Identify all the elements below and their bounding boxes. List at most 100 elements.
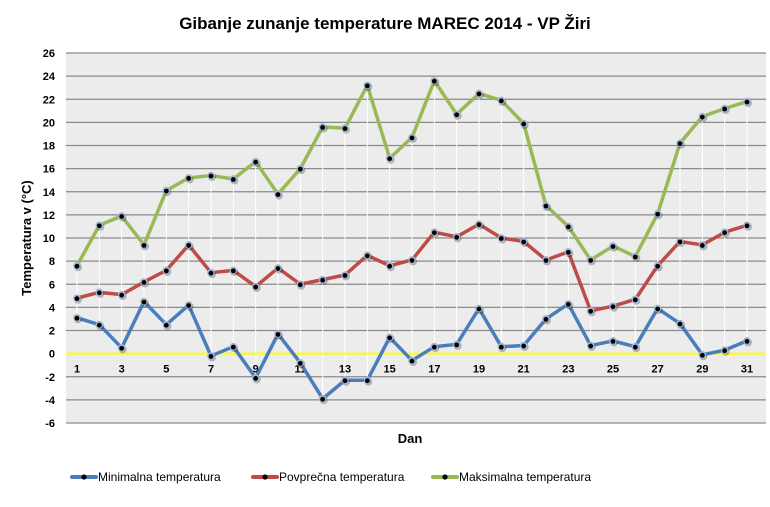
data-point-core [699, 114, 705, 120]
y-tick-label: 8 [49, 256, 55, 268]
legend-marker [262, 474, 268, 480]
data-point-core [521, 239, 527, 245]
x-tick-label: 15 [384, 364, 396, 376]
legend-label: Minimalna temperatura [98, 470, 221, 484]
y-tick-label: 22 [43, 94, 55, 106]
data-point-core [565, 302, 571, 307]
data-point-core [320, 396, 326, 402]
x-tick-label: 13 [339, 364, 351, 376]
data-point-core [364, 378, 370, 384]
x-tick-label: 17 [428, 364, 440, 376]
data-point-core [342, 378, 348, 384]
data-point-core [275, 192, 281, 197]
y-tick-label: -4 [45, 395, 56, 407]
data-point-core [565, 249, 571, 255]
data-point-core [454, 342, 460, 348]
data-point-core [186, 303, 192, 308]
data-point-core [565, 224, 571, 230]
data-point-core [498, 344, 504, 350]
data-point-core [387, 263, 393, 269]
data-point-core [342, 273, 348, 278]
data-point-core [610, 339, 616, 344]
data-point-core [699, 243, 705, 248]
data-point-core [409, 358, 415, 364]
data-point-core [744, 339, 750, 344]
x-tick-label: 1 [74, 364, 80, 376]
x-tick-label: 5 [163, 364, 169, 376]
legend-marker [442, 474, 448, 480]
y-tick-label: 12 [43, 210, 55, 222]
data-point-core [275, 266, 281, 271]
x-tick-label: 27 [652, 364, 664, 376]
y-tick-label: 26 [43, 48, 55, 60]
data-point-core [521, 121, 527, 127]
x-tick-label: 31 [741, 364, 753, 376]
data-point-core [141, 280, 147, 285]
data-point-core [119, 214, 125, 219]
y-axis-label: Temperatura v (°C) [19, 180, 34, 295]
data-point-core [409, 135, 415, 141]
y-tick-label: 2 [49, 326, 55, 338]
legend-label: Povprečna temperatura [279, 470, 405, 484]
data-point-core [387, 335, 393, 341]
data-point-core [297, 166, 303, 172]
y-tick-label: 14 [43, 187, 56, 199]
data-point-core [543, 317, 549, 322]
y-tick-label: 4 [49, 302, 56, 314]
data-point-core [253, 159, 259, 165]
data-point-core [588, 258, 594, 263]
y-tick-label: 10 [43, 233, 55, 245]
data-point-core [543, 258, 549, 263]
data-point-core [476, 91, 482, 97]
data-point-core [320, 125, 326, 130]
data-point-core [632, 254, 638, 260]
data-point-core [297, 360, 303, 366]
x-tick-label: 29 [696, 364, 708, 376]
data-point-core [610, 304, 616, 310]
data-point-core [253, 284, 259, 290]
y-tick-label: 24 [43, 71, 56, 83]
data-point-core [454, 234, 460, 240]
data-point-core [364, 83, 370, 89]
data-point-core [744, 99, 750, 105]
x-tick-label: 9 [253, 364, 259, 376]
data-point-core [141, 299, 147, 305]
data-point-core [431, 230, 437, 236]
x-tick-label: 3 [119, 364, 125, 376]
data-point-core [722, 106, 728, 112]
data-point-core [677, 141, 683, 147]
data-point-core [655, 211, 661, 217]
data-point-core [521, 343, 527, 349]
data-point-core [744, 223, 750, 229]
y-tick-label: 18 [43, 141, 55, 153]
y-tick-label: 16 [43, 164, 55, 176]
data-point-core [431, 78, 437, 84]
data-point-core [208, 354, 214, 359]
data-point-core [677, 321, 683, 327]
x-tick-label: 11 [295, 364, 307, 376]
data-point-core [610, 244, 616, 249]
legend-marker [81, 474, 87, 480]
data-point-core [588, 308, 594, 314]
x-tick-label: 25 [607, 364, 619, 376]
legend-label: Maksimalna temperatura [459, 470, 591, 484]
data-point-core [119, 292, 125, 298]
data-point-core [588, 343, 594, 349]
x-axis-label: Dan [398, 431, 423, 446]
data-point-core [387, 156, 393, 162]
x-tick-label: 19 [473, 364, 485, 376]
data-point-core [655, 306, 661, 312]
x-tick-label: 23 [562, 364, 574, 376]
data-point-core [74, 315, 80, 321]
y-tick-label: 20 [43, 117, 55, 129]
data-point-core [74, 296, 80, 302]
data-point-core [722, 348, 728, 354]
data-point-core [320, 277, 326, 283]
data-point-core [141, 243, 147, 248]
data-point-core [230, 177, 236, 182]
data-point-core [253, 376, 259, 381]
y-tick-label: 0 [49, 349, 55, 361]
data-point-core [96, 290, 102, 296]
